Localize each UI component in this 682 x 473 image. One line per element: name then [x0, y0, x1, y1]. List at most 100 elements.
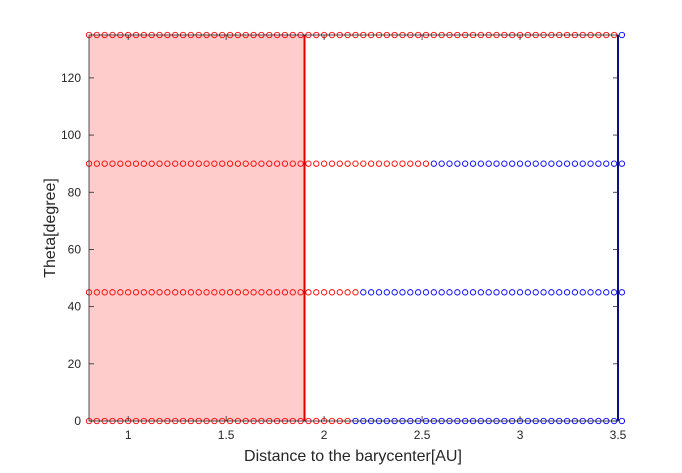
- data-point: [391, 160, 398, 167]
- data-point: [516, 289, 524, 296]
- data-point: [148, 289, 155, 296]
- data-point: [226, 289, 234, 296]
- data-point: [242, 160, 249, 167]
- x-axis-label: Distance to the barycenter[AU]: [244, 448, 462, 465]
- data-point: [415, 160, 422, 167]
- x-tick-label: 2: [321, 428, 328, 442]
- data-point: [258, 160, 265, 167]
- data-point: [407, 160, 414, 167]
- x-tick-label: 3: [517, 428, 524, 442]
- data-point: [603, 289, 610, 296]
- data-point: [187, 289, 195, 296]
- data-point: [117, 289, 124, 296]
- data-point: [540, 289, 547, 296]
- data-point: [509, 160, 516, 167]
- data-point: [595, 160, 602, 167]
- data-point: [462, 160, 469, 167]
- x-tick-label: 1.5: [218, 428, 235, 442]
- data-point: [109, 289, 116, 296]
- data-point: [266, 160, 273, 167]
- vertical-lines: [303, 35, 619, 421]
- data-point: [156, 289, 163, 296]
- data-point: [211, 160, 218, 167]
- data-point: [93, 289, 100, 296]
- data-point: [140, 289, 148, 296]
- data-point: [172, 289, 179, 296]
- data-point: [556, 289, 563, 296]
- data-point: [219, 160, 226, 167]
- data-point: [125, 289, 132, 296]
- data-point: [579, 289, 586, 296]
- data-point: [430, 160, 437, 167]
- x-tick-label: 3.5: [610, 428, 627, 442]
- data-point: [375, 160, 383, 167]
- data-point: [132, 160, 140, 167]
- y-tick-label: 80: [68, 185, 82, 199]
- data-point: [289, 289, 296, 296]
- data-point: [258, 289, 265, 296]
- data-point: [610, 289, 618, 296]
- data-point: [179, 160, 187, 167]
- data-point: [211, 289, 218, 296]
- plot-frame: [88, 34, 619, 422]
- data-point: [524, 289, 532, 296]
- data-point: [540, 160, 547, 167]
- data-point: [297, 289, 304, 296]
- data-point: [313, 289, 320, 296]
- data-point: [179, 289, 187, 296]
- data-point: [587, 160, 594, 167]
- data-point: [148, 160, 155, 167]
- data-point: [344, 160, 351, 167]
- data-point: [603, 160, 610, 167]
- shaded-region: [89, 35, 305, 421]
- data-point: [273, 289, 281, 296]
- data-point: [548, 289, 555, 296]
- data-point: [117, 160, 124, 167]
- data-point: [438, 160, 445, 167]
- data-point: [532, 160, 539, 167]
- data-point: [305, 289, 312, 296]
- data-point: [250, 289, 257, 296]
- y-tick-label: 100: [61, 128, 81, 142]
- data-point: [195, 160, 202, 167]
- data-point: [101, 289, 108, 296]
- data-point: [571, 160, 579, 167]
- data-point: [328, 160, 336, 167]
- data-point: [305, 160, 312, 167]
- data-point: [336, 160, 343, 167]
- data-point: [93, 160, 100, 167]
- data-point: [336, 289, 343, 296]
- data-point: [493, 160, 500, 167]
- data-point: [101, 160, 108, 167]
- data-point: [383, 160, 390, 167]
- x-tick-label: 2.5: [414, 428, 431, 442]
- data-point: [430, 289, 437, 296]
- data-point: [219, 289, 226, 296]
- data-point: [367, 160, 375, 167]
- data-point: [454, 160, 461, 167]
- data-point: [595, 289, 602, 296]
- data-point: [415, 289, 422, 296]
- y-tick-label: 20: [68, 357, 82, 371]
- y-tick-label: 40: [68, 300, 82, 314]
- data-point: [250, 160, 257, 167]
- data-point: [281, 289, 289, 296]
- data-point: [203, 289, 210, 296]
- data-point: [571, 289, 579, 296]
- data-point: [516, 160, 524, 167]
- data-point: [172, 160, 179, 167]
- data-point: [509, 289, 516, 296]
- data-point: [532, 289, 539, 296]
- data-point: [132, 289, 140, 296]
- data-point: [485, 289, 492, 296]
- data-point: [320, 160, 328, 167]
- data-point: [407, 289, 414, 296]
- data-point: [563, 289, 571, 296]
- data-point: [618, 289, 626, 296]
- data-point: [446, 289, 453, 296]
- data-point: [234, 160, 242, 167]
- y-tick-label: 120: [61, 71, 81, 85]
- data-point: [352, 160, 359, 167]
- data-point: [556, 160, 563, 167]
